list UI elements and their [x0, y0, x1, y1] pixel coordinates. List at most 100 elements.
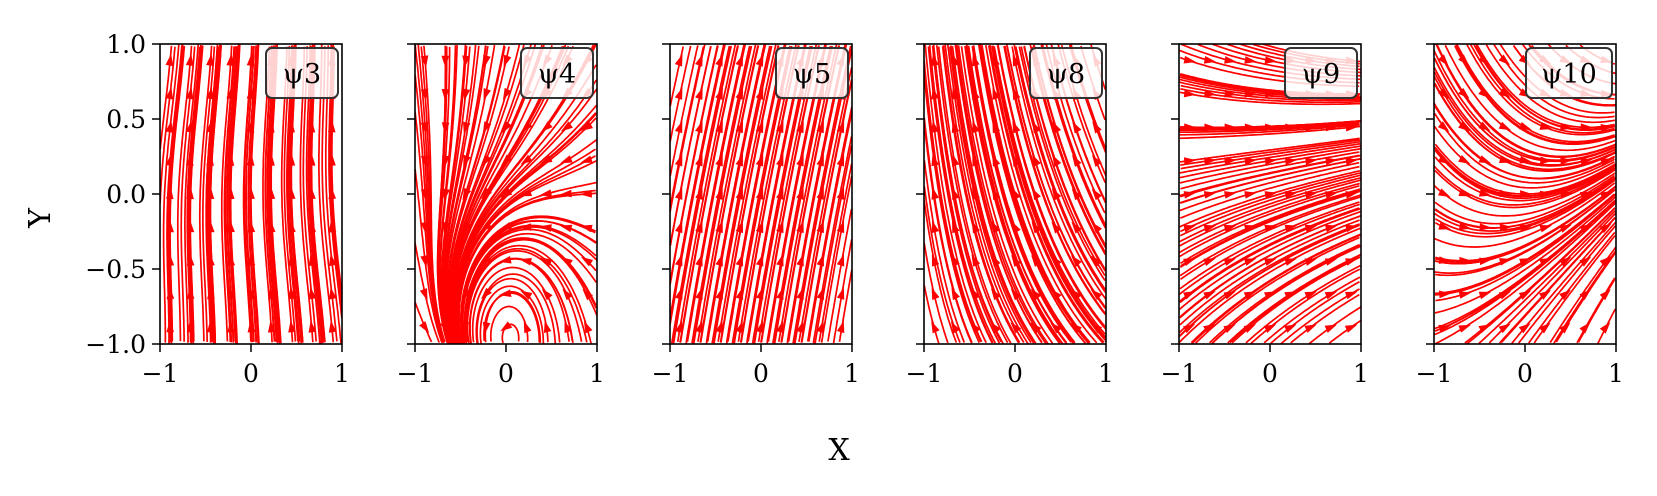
streamline — [449, 44, 532, 344]
stream-arrow — [755, 54, 764, 67]
stream-arrow — [1324, 324, 1338, 333]
streamline — [1179, 201, 1360, 290]
stream-arrow — [1579, 289, 1591, 301]
streamline — [932, 44, 1004, 344]
stream-arrow — [776, 320, 784, 334]
subplot-grid: −1 0 1 −1.0 −0.5 0.0 0.5 1.0 ψ3 −1 0 1 ψ4 −1 0 1 ψ5 −1 0 1 ψ… — [85, 30, 1624, 388]
streamline — [1195, 236, 1360, 344]
streamline — [455, 117, 597, 344]
stream-arrow — [1519, 224, 1532, 233]
x-tick-label: 1 — [589, 359, 605, 388]
streamline — [1179, 147, 1361, 184]
legend-box — [1029, 47, 1103, 99]
streamline — [1179, 223, 1361, 334]
x-tick-label: 1 — [334, 359, 350, 388]
streamline — [1245, 264, 1361, 344]
streamline — [483, 292, 541, 343]
stream-arrow — [1539, 190, 1553, 199]
streamline — [670, 45, 699, 176]
stream-arrow — [1183, 157, 1197, 165]
legend: ψ10 — [1525, 47, 1613, 99]
streamline — [1434, 156, 1615, 202]
stream-arrow — [539, 224, 552, 232]
streamline — [931, 45, 1001, 344]
streamline — [1434, 165, 1616, 206]
stream-arrow — [226, 53, 235, 66]
streamline — [162, 44, 180, 343]
stream-arrow — [1345, 224, 1358, 233]
stream-arrow — [1244, 157, 1257, 165]
streamline — [1179, 210, 1361, 311]
x-tick-label: 0 — [1262, 359, 1278, 388]
streamline — [1179, 158, 1361, 204]
streamline — [456, 155, 596, 344]
streamline — [1434, 182, 1616, 248]
stream-arrow — [836, 120, 845, 134]
stream-arrow — [674, 54, 683, 67]
stream-arrow — [165, 53, 174, 67]
stream-arrow — [836, 154, 845, 167]
x-tick-label: 1 — [1608, 359, 1624, 388]
stream-arrow — [165, 153, 174, 167]
stream-arrow — [1478, 291, 1492, 300]
x-axis-label: X — [828, 433, 850, 468]
stream-arrow — [1183, 89, 1197, 98]
stream-arrow — [675, 320, 683, 334]
streamline — [1466, 44, 1616, 136]
streamline — [166, 45, 183, 344]
y-tick-label: 0.5 — [106, 105, 146, 134]
streamline — [249, 44, 259, 344]
streamline — [468, 257, 570, 344]
legend-label: ψ3 — [283, 59, 321, 90]
streamline — [1011, 46, 1106, 300]
stream-arrow — [502, 121, 512, 134]
stream-arrow — [836, 320, 845, 334]
streamline — [1499, 44, 1615, 114]
stream-arrow — [503, 54, 512, 68]
stream-arrow — [931, 220, 940, 234]
streamline — [944, 44, 1025, 343]
stream-arrow — [1243, 258, 1257, 266]
stream-arrow — [580, 224, 593, 233]
stream-arrow — [329, 287, 337, 300]
streamline — [1179, 142, 1361, 174]
streamline — [1434, 83, 1616, 172]
streamline — [954, 44, 1043, 343]
streamline — [725, 46, 786, 344]
streamline — [1179, 179, 1361, 247]
stream-arrow — [539, 189, 552, 197]
streamline — [924, 121, 973, 344]
stream-arrow — [1051, 221, 1062, 234]
streamline — [1498, 216, 1616, 344]
streamlines — [670, 44, 852, 344]
subplot-psi10: −1 0 1 ψ10 — [1416, 43, 1624, 388]
streamline — [686, 44, 747, 342]
streamline — [924, 44, 987, 344]
streamline — [1179, 207, 1361, 304]
streamline — [924, 186, 961, 344]
streamline — [1478, 210, 1616, 344]
subplot-psi9: −1 0 1 ψ9 — [1161, 43, 1369, 388]
stream-arrow — [1072, 121, 1082, 134]
stream-arrow — [775, 120, 784, 134]
stream-arrow — [1324, 224, 1338, 233]
stream-arrow — [1203, 291, 1216, 300]
streamline — [1180, 84, 1361, 102]
stream-arrow — [206, 53, 214, 67]
stream-arrow — [520, 154, 533, 165]
stream-arrow — [1284, 157, 1298, 166]
stream-arrow — [1304, 191, 1318, 199]
stream-arrow — [226, 187, 235, 199]
streamline — [461, 226, 597, 343]
stream-arrow — [419, 288, 428, 301]
legend: ψ5 — [775, 47, 849, 99]
stream-arrow — [1499, 223, 1512, 232]
streamline — [459, 215, 597, 344]
streamline — [184, 44, 200, 343]
streamline — [187, 44, 202, 344]
streamline — [476, 277, 549, 344]
stream-arrow — [1264, 56, 1277, 64]
stream-arrow — [500, 321, 513, 332]
legend-label: ψ9 — [1302, 59, 1340, 90]
streamline — [1179, 190, 1361, 269]
